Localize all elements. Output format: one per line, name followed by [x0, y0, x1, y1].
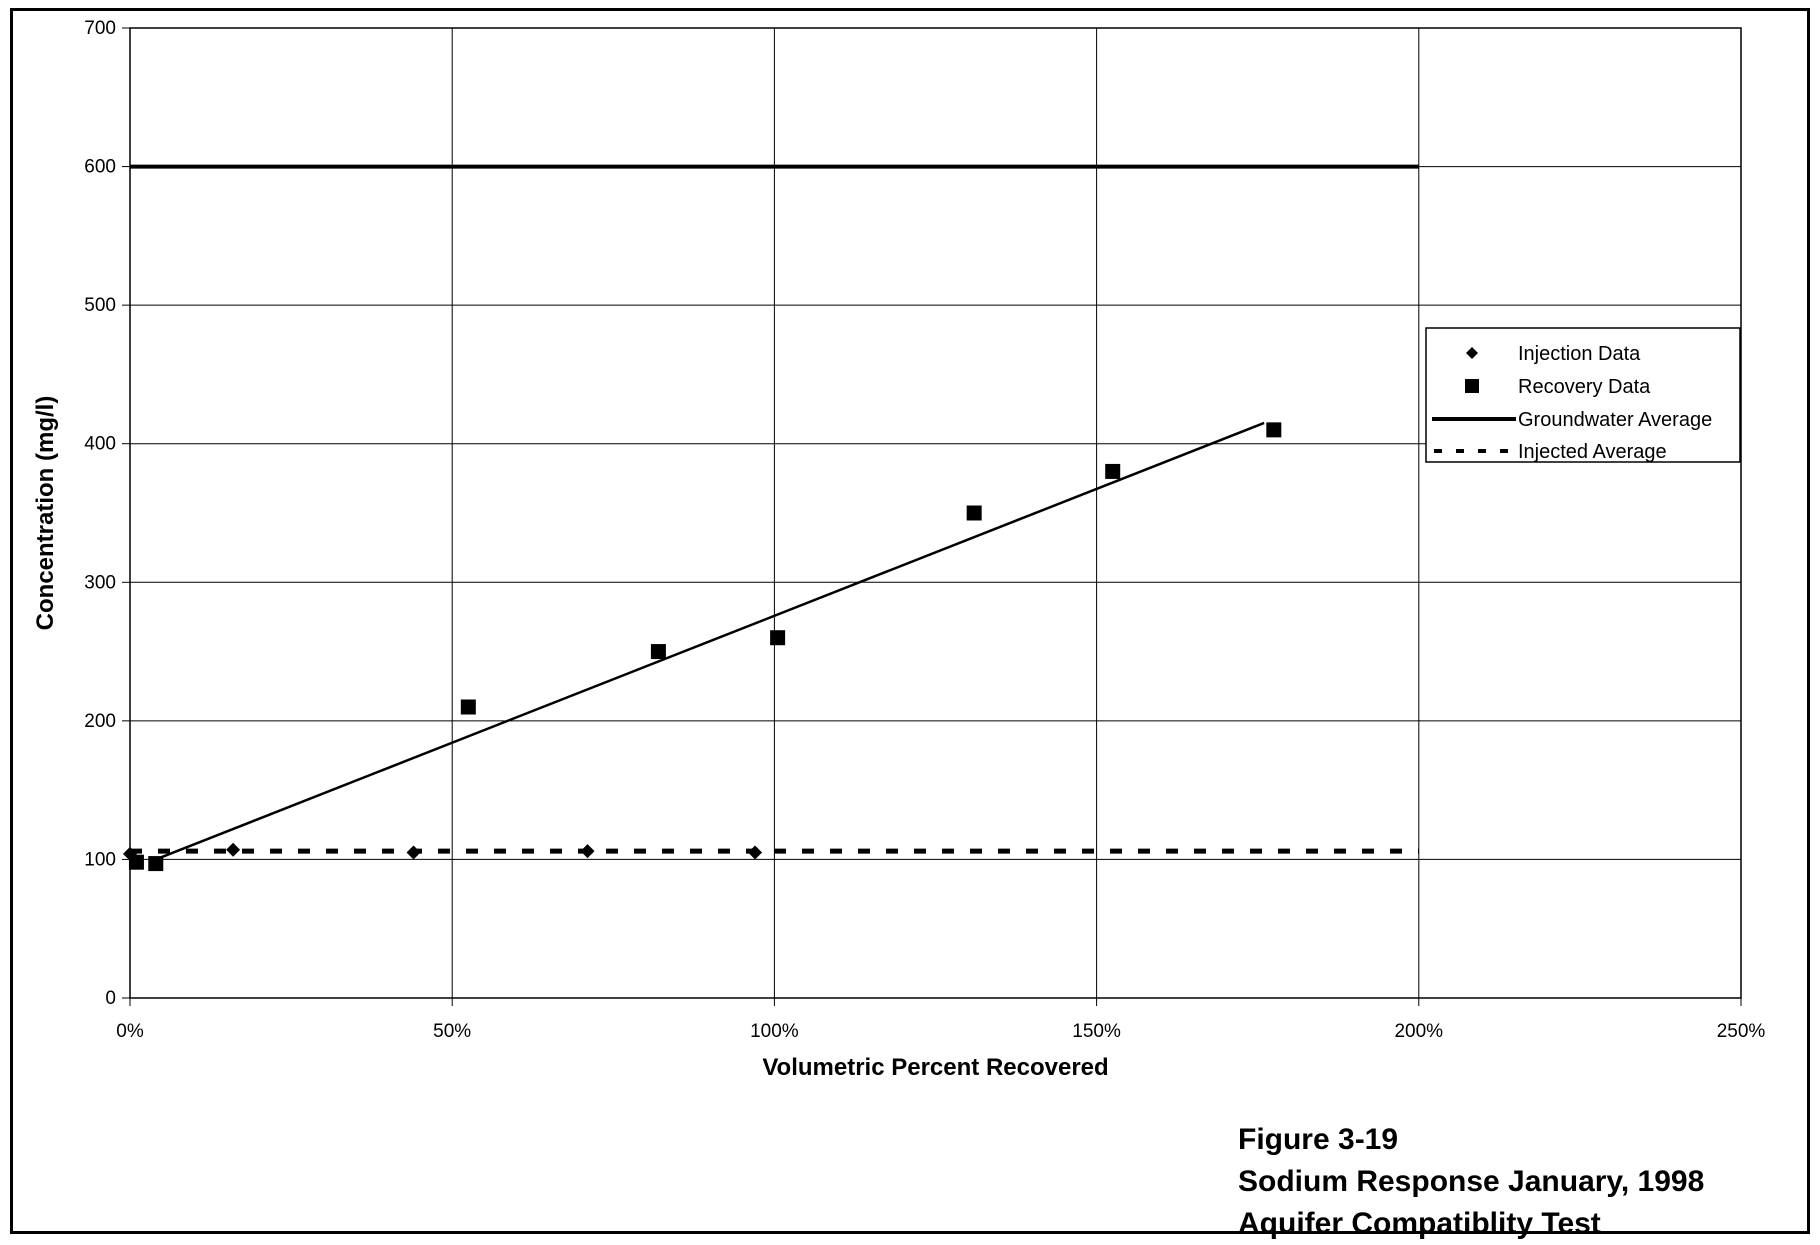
series-lines	[130, 164, 1419, 861]
legend-label: Recovery Data	[1518, 376, 1651, 398]
y-tick-label: 0	[105, 988, 116, 1009]
y-tick-label: 600	[84, 157, 116, 178]
x-tick-label: 50%	[433, 1021, 471, 1042]
figure-caption: Figure 3-19 Sodium Response January, 199…	[1238, 1119, 1704, 1245]
recovery-data-point	[966, 505, 982, 521]
injection-data-point	[748, 845, 763, 860]
legend: Injection Data Recovery Data Groundwater A…	[1425, 327, 1741, 463]
legend-label: Injection Data	[1518, 343, 1641, 365]
grid	[122, 27, 1742, 1006]
recovery-data-point	[1105, 463, 1121, 479]
x-tick-label: 100%	[750, 1021, 799, 1042]
injection-data-point	[406, 845, 421, 860]
x-tick-label: 0%	[116, 1021, 144, 1042]
plot-area-border	[129, 27, 1742, 999]
recovery-data-point	[460, 699, 476, 715]
y-tick-label: 400	[84, 434, 116, 455]
recovery-data-point	[770, 630, 786, 646]
x-tick-label: 150%	[1072, 1021, 1121, 1042]
injection-data-point	[226, 842, 241, 857]
recovery-data-point	[148, 856, 164, 872]
x-tick-label: 200%	[1394, 1021, 1443, 1042]
y-tick-label: 500	[84, 295, 116, 316]
recovery-data-point	[128, 854, 144, 870]
tick-labels: 0 100 200 300 400 500 600 700 0% 50% 100% 150% 200% 2…	[84, 18, 1765, 1042]
y-axis-title: Concentration (mg/l)	[32, 396, 59, 631]
legend-box	[1425, 327, 1741, 463]
y-tick-label: 100	[84, 849, 116, 870]
legend-marker-recovery	[1465, 379, 1479, 393]
figure-frame: 0 100 200 300 400 500 600 700 0% 50% 100% 150% 200% 2…	[10, 8, 1810, 1240]
recovery-trendline	[155, 421, 1265, 861]
x-axis-title: Volumetric Percent Recovered	[762, 1054, 1108, 1081]
y-tick-label: 700	[84, 18, 116, 39]
recovery-data-point	[1266, 422, 1282, 438]
y-tick-label: 300	[84, 572, 116, 593]
injection-data-point	[580, 844, 595, 859]
chart: 0 100 200 300 400 500 600 700 0% 50% 100% 150% 200% 2…	[32, 18, 1765, 1081]
caption-figure-number: Figure 3-19	[1238, 1123, 1399, 1156]
y-tick-label: 200	[84, 711, 116, 732]
legend-label: Groundwater Average	[1518, 409, 1712, 431]
recovery-data-point	[650, 644, 666, 660]
legend-label: Injected Average	[1518, 441, 1667, 463]
caption-subtitle: Aquifer Compatiblity Test	[1238, 1207, 1601, 1240]
legend-marker-injection	[1466, 347, 1478, 359]
caption-title: Sodium Response January, 1998	[1238, 1165, 1705, 1198]
series-points	[123, 422, 1282, 872]
x-tick-label: 250%	[1717, 1021, 1766, 1042]
